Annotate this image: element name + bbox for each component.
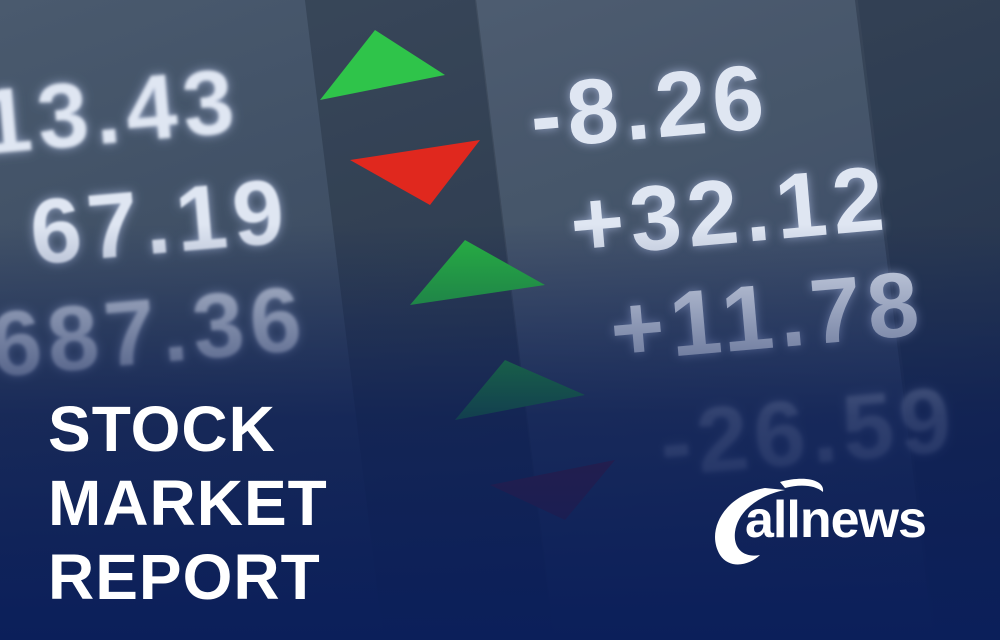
logo-text: allnews (745, 491, 927, 549)
headline: REPORT (48, 541, 321, 613)
logo-swoosh (715, 478, 824, 565)
headline: STOCK (48, 393, 276, 465)
logo: allnews (705, 470, 965, 580)
headline: MARKET (48, 467, 328, 539)
